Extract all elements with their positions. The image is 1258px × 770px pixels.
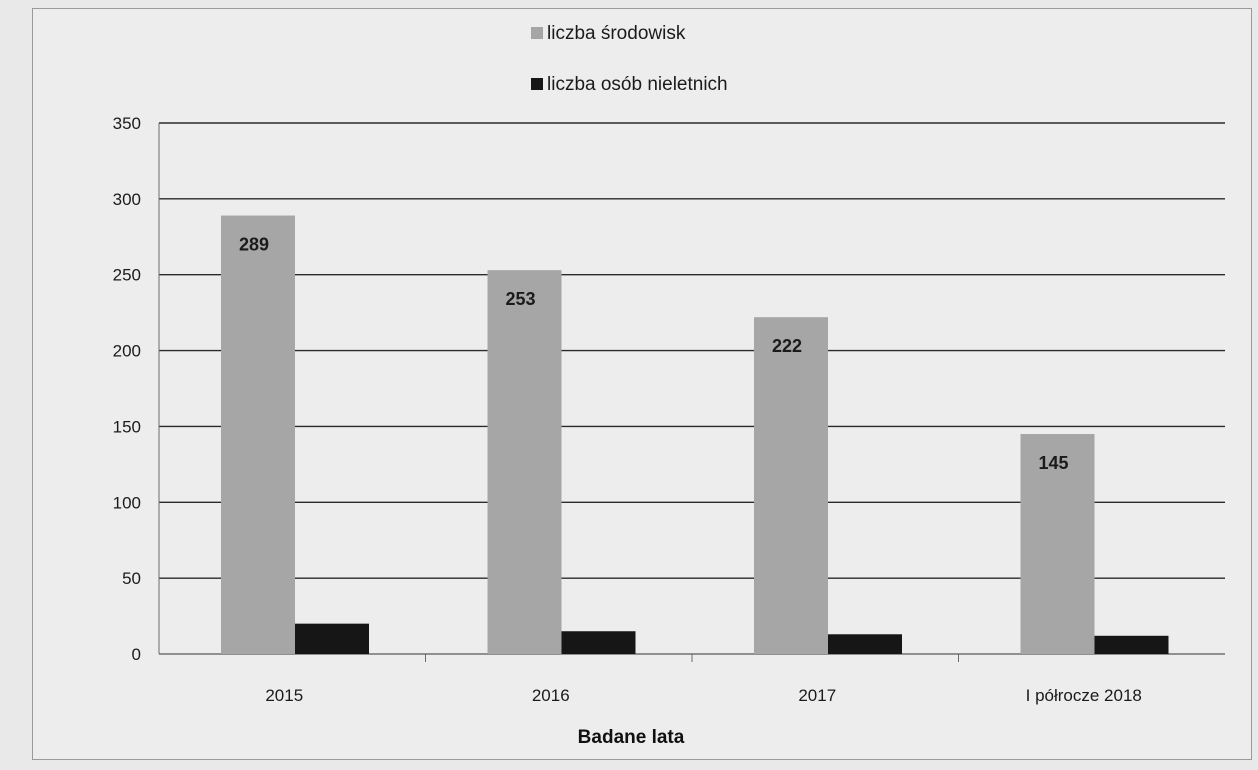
- x-tick-label: 2017: [798, 686, 836, 705]
- legend-swatch-srodowisk: [531, 27, 543, 39]
- data-labels: 289 253 222 145: [239, 235, 1069, 473]
- y-tick-label: 350: [113, 114, 141, 133]
- bar-value-label: 145: [1038, 453, 1068, 473]
- bar-nieletnich: [1094, 635, 1169, 654]
- y-tick-label: 150: [113, 417, 141, 436]
- x-tick-label: 2015: [265, 686, 303, 705]
- legend-label-srodowisk: liczba środowisk: [547, 23, 686, 44]
- bar-srodowisk: [221, 215, 295, 654]
- bar-nieletnich: [828, 634, 902, 654]
- x-tick-labels: 2015 2016 2017 I półrocze 2018: [265, 686, 1142, 705]
- bars: [221, 215, 1169, 654]
- bar-srodowisk: [487, 270, 562, 654]
- gridlines: [159, 122, 1225, 655]
- x-axis-title: Badane lata: [578, 727, 685, 748]
- y-tick-labels: 0 50 100 150 200 250 300 350: [113, 114, 141, 664]
- y-tick-label: 300: [113, 190, 141, 209]
- y-tick-label: 250: [113, 266, 141, 285]
- y-tick-label: 200: [113, 342, 141, 361]
- axes: [158, 123, 959, 662]
- x-tick-label: I półrocze 2018: [1026, 686, 1142, 705]
- legend-item-nieletnich: liczba osób nieletnich: [531, 74, 728, 95]
- bar-srodowisk: [754, 317, 828, 654]
- chart-frame: 0 50 100 150 200 250 300 350 289 253 222 145 2015 2…: [32, 8, 1252, 760]
- bar-value-label: 222: [772, 336, 802, 356]
- y-tick-label: 0: [132, 645, 141, 664]
- legend-swatch-nieletnich: [531, 78, 543, 90]
- legend-item-srodowisk: liczba środowisk: [531, 23, 686, 44]
- bar-srodowisk: [1020, 434, 1095, 654]
- legend: liczba środowisk liczba osób nieletnich: [531, 23, 728, 95]
- bar-nieletnich: [295, 623, 369, 654]
- x-tick-label: 2016: [532, 686, 570, 705]
- bar-value-label: 253: [505, 289, 535, 309]
- y-tick-label: 100: [113, 493, 141, 512]
- bar-nieletnich: [561, 631, 636, 654]
- y-tick-label: 50: [122, 569, 141, 588]
- bar-value-label: 289: [239, 235, 269, 255]
- legend-label-nieletnich: liczba osób nieletnich: [547, 74, 728, 95]
